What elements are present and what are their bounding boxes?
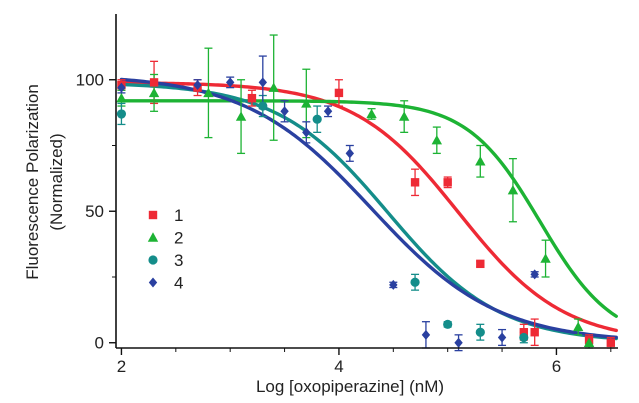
data-point-series-2 [431,135,443,145]
data-point-series-3 [116,109,127,119]
data-points [116,77,616,348]
fit-curve-series-2 [119,99,618,318]
data-point-series-1 [530,328,539,337]
legend-marker-4 [148,277,158,288]
data-point-series-2 [268,82,279,92]
y-tick-label: 0 [95,334,104,353]
data-point-series-1 [606,338,616,347]
data-point-series-1 [149,78,159,87]
data-point-series-4 [497,332,507,343]
data-point-series-4 [258,77,268,88]
data-point-series-4 [225,77,235,88]
data-point-series-2 [572,321,584,332]
axes: 2 4 6 0 50 100 [76,14,618,376]
y-tick-label: 50 [85,202,104,221]
data-point-series-1 [410,178,420,187]
legend-marker-1 [148,210,158,220]
legend: 1 2 3 4 [147,206,183,293]
x-tick-label: 6 [552,357,561,376]
legend-marker-2 [147,232,159,242]
data-point-series-2 [203,87,214,98]
data-point-series-3 [410,277,420,287]
legend-label-1: 1 [174,206,183,225]
data-point-series-3 [475,327,485,337]
data-point-series-3 [443,319,453,329]
data-point-series-2 [398,111,410,121]
data-point-series-4 [530,269,539,280]
data-point-series-3 [258,101,268,111]
data-point-series-4 [421,329,431,340]
data-point-series-2 [540,253,551,263]
fit-curve-series-4 [119,77,618,340]
y-tick-label: 100 [76,71,104,90]
data-point-series-1 [476,259,485,269]
data-point-series-2 [301,98,312,108]
data-point-series-2 [475,156,486,166]
legend-label-4: 4 [174,274,183,293]
data-point-series-1 [247,93,257,103]
data-point-series-3 [519,332,529,343]
y-axis-label: Fluorescence Polarization [23,84,42,280]
data-point-series-2 [116,92,127,103]
data-point-series-4 [323,106,333,117]
fit-curves [119,77,618,341]
data-point-series-2 [583,337,595,347]
legend-label-3: 3 [174,251,183,270]
fit-curve-series-1 [119,81,618,333]
data-point-series-4 [280,106,289,117]
data-point-series-4 [389,279,398,290]
data-point-series-2 [366,108,377,119]
data-point-series-1 [334,88,344,98]
data-point-series-2 [507,185,519,195]
x-tick-label: 2 [117,357,126,376]
data-point-series-1 [519,328,529,337]
y-axis-label-unit: (Normalized) [47,133,66,230]
legend-label-2: 2 [174,229,183,248]
data-point-series-4 [193,80,202,91]
data-point-series-4 [454,337,463,348]
data-point-series-3 [312,114,322,124]
data-point-series-1 [443,178,452,187]
x-tick-label: 4 [334,357,343,376]
data-point-series-4 [345,148,355,159]
data-point-series-4 [117,82,126,93]
x-axis-label: Log [oxopiperazine] (nM) [256,377,444,396]
data-point-series-2 [235,111,247,121]
legend-marker-3 [148,255,158,265]
data-point-series-4 [302,127,311,138]
data-point-series-2 [148,87,160,98]
